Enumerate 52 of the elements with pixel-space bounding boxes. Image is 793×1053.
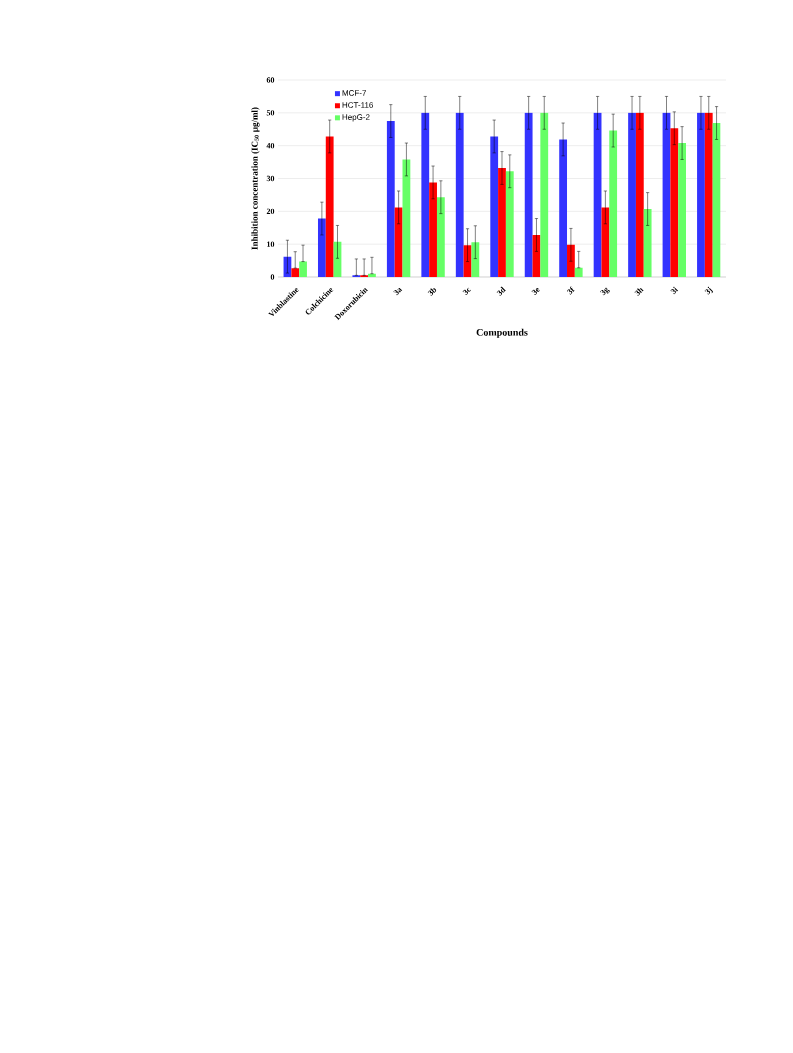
y-tick-label: 30 [266, 175, 275, 182]
legend-label: MCF-7 [342, 90, 366, 96]
bar [429, 182, 437, 277]
bar [670, 128, 679, 277]
y-axis-title: Inhibition concentration (IC$_{50}$ µg/ml) [251, 107, 260, 250]
bar [704, 112, 713, 277]
x-tick-label: 3j [704, 286, 713, 295]
bar [455, 112, 464, 277]
x-axis-title: Compounds [476, 328, 528, 338]
bar [299, 261, 307, 277]
x-tick-label: 3d [496, 286, 506, 296]
bar [394, 207, 403, 277]
y-tick-label: 40 [266, 142, 275, 149]
y-tick-label: 10 [267, 241, 275, 247]
bar [678, 143, 686, 277]
bar [635, 112, 644, 277]
bar [498, 168, 506, 277]
bar [471, 242, 480, 277]
y-tick-label: 60 [266, 77, 275, 83]
bar [662, 112, 671, 277]
x-tick-label: 3f [566, 286, 575, 295]
legend-label: HCT-116 [342, 102, 374, 108]
y-tick-label: 50 [266, 110, 275, 116]
bar [628, 112, 636, 277]
bar [386, 121, 395, 277]
y-tick-label: 20 [266, 208, 275, 215]
x-tick-label: 3g [600, 287, 610, 296]
bar [574, 267, 583, 277]
bar [643, 209, 652, 277]
bar [697, 112, 705, 277]
x-tick-label: 3e [531, 288, 540, 296]
bar [609, 130, 618, 277]
x-tick-label: 3h [634, 288, 644, 296]
legend-label: HepG-2 [342, 114, 370, 122]
x-tick-label: 3a [393, 288, 403, 296]
x-tick-label: 3c [462, 287, 471, 296]
bar [540, 112, 549, 277]
bar [593, 112, 602, 277]
bar [601, 207, 610, 277]
x-tick-label: 3i [670, 286, 679, 295]
bar [712, 123, 721, 277]
bar [421, 112, 430, 277]
bar [325, 136, 334, 277]
bar [490, 136, 499, 277]
x-tick-label: 3b [427, 288, 437, 296]
bar [402, 159, 411, 277]
y-tick-label: 0 [270, 274, 275, 280]
bar [436, 197, 445, 277]
bar [317, 218, 326, 277]
bar [505, 171, 514, 277]
bar [524, 112, 533, 277]
bar [559, 139, 568, 277]
